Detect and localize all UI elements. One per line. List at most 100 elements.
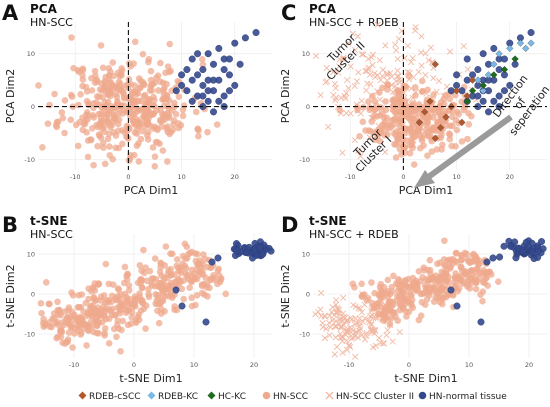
point-hn-scc — [406, 141, 414, 149]
point-hn-scc — [164, 63, 172, 70]
point-hn-scc — [377, 280, 385, 288]
point-hn-scc — [453, 259, 461, 266]
point-hn-normal-tissue — [172, 286, 180, 294]
point-hn-scc — [204, 293, 211, 300]
x-tick-label: 0 — [401, 173, 405, 181]
point-hn-scc — [473, 265, 481, 273]
point-hn-scc — [188, 272, 196, 280]
panel-a-title: PCA — [30, 2, 57, 16]
point-hn-scc — [35, 82, 42, 89]
point-hn-scc — [85, 295, 92, 303]
point-hn-scc-cluster-ii — [341, 92, 348, 100]
point-hn-scc — [103, 111, 111, 118]
legend-label: HN-SCC Cluster II — [336, 392, 415, 402]
point-hn-normal-tissue — [483, 258, 491, 266]
point-hn-scc — [397, 96, 404, 104]
point-hn-scc — [79, 126, 87, 134]
point-hn-scc — [145, 55, 153, 63]
point-hn-scc — [125, 282, 133, 289]
point-hn-scc — [154, 282, 162, 290]
point-hn-scc-cluster-ii — [418, 62, 425, 69]
point-hn-scc — [180, 102, 188, 109]
tsne-hnscc-chart: -10 0 10 20 -10 0 10 t-SNE Dim1 t-SNE Dim2 — [4, 234, 275, 385]
point-hn-scc — [396, 145, 404, 153]
point-hn-scc-cluster-ii — [377, 76, 384, 84]
point-hn-scc — [168, 250, 176, 258]
point-hn-scc — [163, 95, 170, 102]
point-hn-scc-cluster-ii — [361, 315, 369, 322]
x-axis-label: PCA Dim1 — [399, 184, 454, 197]
point-hn-normal-tissue — [490, 44, 498, 52]
point-hn-normal-tissue — [225, 87, 233, 95]
point-hn-scc — [139, 300, 147, 307]
point-hn-scc-cluster-ii — [430, 75, 437, 82]
point-hn-scc — [131, 299, 139, 307]
point-hn-scc-cluster-ii — [345, 39, 352, 47]
x-tick-label: 0 — [126, 173, 130, 181]
point-hn-scc — [170, 271, 178, 278]
point-hn-scc — [171, 303, 178, 310]
point-hn-scc — [88, 125, 96, 132]
x-tick-label: 20 — [250, 361, 258, 369]
legend-label: HN-normal tissue — [429, 392, 507, 402]
point-hn-normal-tissue — [479, 97, 487, 105]
point-hn-scc — [429, 277, 437, 284]
point-hn-scc — [164, 113, 171, 121]
point-hn-scc-cluster-ii — [357, 153, 364, 160]
legend-marker — [262, 391, 271, 400]
point-hn-scc — [448, 142, 455, 150]
point-hn-scc — [164, 274, 171, 282]
point-hn-scc — [380, 114, 388, 122]
point-hn-scc — [204, 128, 211, 136]
point-hn-scc — [137, 135, 145, 143]
point-hn-scc — [110, 82, 118, 89]
point-rdeb-cscc — [415, 118, 423, 127]
point-hn-scc-cluster-ii — [368, 54, 375, 61]
point-hn-scc-cluster-ii — [369, 312, 376, 319]
point-hn-scc-cluster-ii — [358, 309, 365, 316]
point-hn-scc — [132, 319, 140, 327]
x-axis-label: PCA Dim1 — [124, 184, 179, 197]
point-hn-scc-cluster-ii — [407, 59, 415, 66]
point-hn-scc — [109, 155, 117, 163]
point-hn-scc — [164, 158, 171, 165]
point-hn-scc — [419, 87, 427, 95]
point-rdeb-cscc — [442, 113, 450, 121]
point-hn-scc-cluster-ii — [350, 301, 357, 309]
point-hn-scc — [403, 313, 410, 320]
point-hn-scc — [358, 280, 365, 288]
point-rdeb-kc — [527, 39, 535, 47]
point-hn-scc — [185, 250, 192, 258]
point-hn-scc — [154, 72, 162, 79]
point-hn-scc — [157, 263, 164, 271]
point-hn-scc — [131, 82, 138, 89]
point-hn-scc — [159, 110, 166, 118]
point-hn-scc — [117, 300, 125, 308]
point-hn-scc — [464, 135, 471, 143]
point-hn-scc — [170, 121, 177, 128]
point-hn-scc — [149, 80, 157, 88]
point-hn-scc-cluster-ii — [344, 76, 351, 84]
point-hn-normal-tissue — [453, 71, 461, 79]
point-hn-scc — [424, 119, 432, 127]
point-hn-scc — [154, 294, 162, 301]
point-hn-scc-cluster-ii — [340, 294, 347, 301]
point-hn-scc-cluster-ii — [422, 50, 429, 57]
point-hn-scc — [75, 101, 82, 109]
point-hn-scc — [76, 322, 84, 329]
point-hn-scc-cluster-ii — [332, 84, 339, 92]
point-hn-scc — [115, 286, 123, 293]
point-hn-scc-cluster-ii — [337, 334, 344, 342]
point-hn-normal-tissue — [202, 318, 210, 326]
point-hn-scc — [447, 122, 454, 130]
point-hn-scc — [164, 123, 171, 130]
point-hn-scc — [358, 293, 366, 300]
point-hn-scc — [142, 110, 149, 118]
point-hn-scc — [96, 86, 104, 93]
point-hn-scc — [430, 91, 438, 98]
point-hn-scc-cluster-ii — [339, 149, 346, 156]
point-hn-scc — [130, 60, 137, 67]
point-hn-scc — [58, 109, 66, 116]
point-hn-scc-cluster-ii — [331, 351, 338, 358]
point-hn-scc — [382, 303, 390, 311]
